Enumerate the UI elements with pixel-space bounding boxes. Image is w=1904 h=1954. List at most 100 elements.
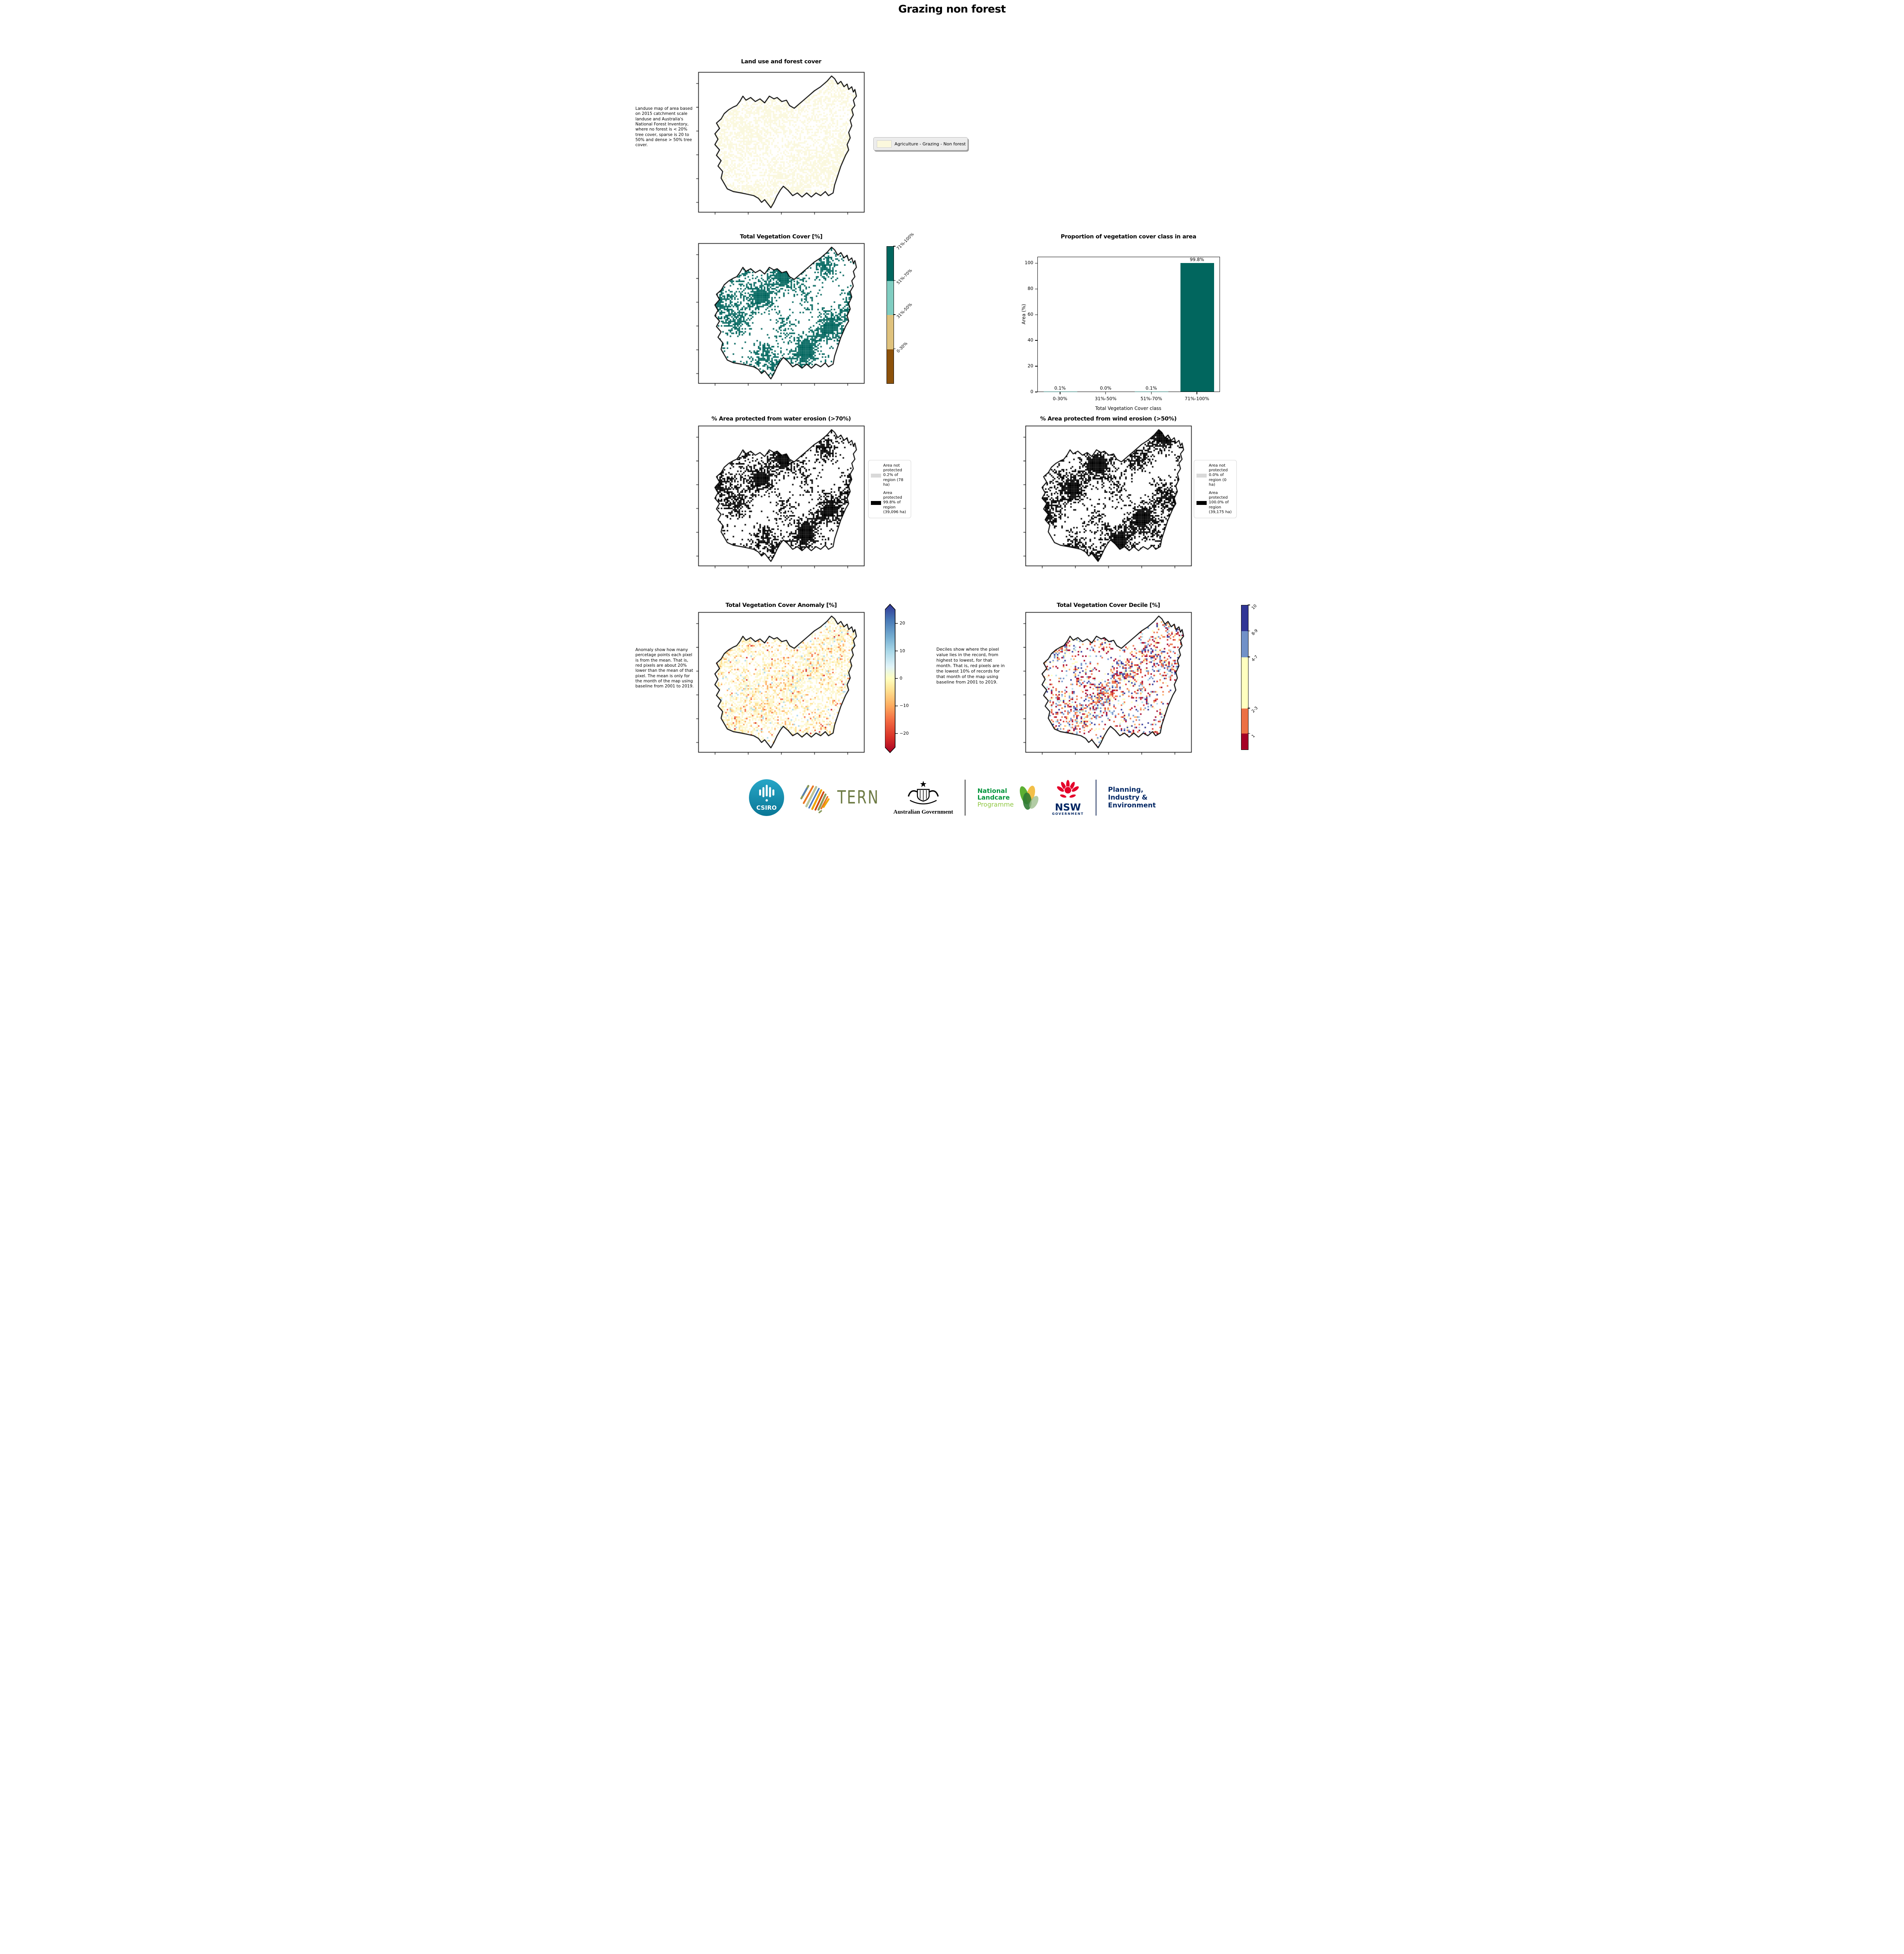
landuse-legend: Agriculture - Grazing - Non forest (873, 137, 968, 150)
colorbar-label: 0-30% (896, 341, 908, 354)
report-page: Grazing non forest Land use and forest c… (634, 0, 1270, 836)
landuse-map (695, 72, 865, 216)
x-axis-tick-label: 51%-70% (1140, 396, 1162, 401)
colorbar-segment (887, 315, 894, 349)
tern-logo: TERN (797, 780, 881, 815)
bar-71%-100% (1180, 263, 1214, 392)
decile-map (1022, 612, 1193, 756)
colorbar-segment (1241, 657, 1248, 709)
colorbar-segment (887, 281, 894, 315)
bar-value-label: 99.8% (1189, 257, 1204, 263)
colorbar-label: 51%-70% (896, 268, 913, 285)
landcare-logo: National Landcare Programme (977, 784, 1040, 812)
protected-swatch (871, 501, 881, 505)
nsw-government-label: GOVERNMENT (1052, 812, 1084, 816)
colorbar-tick-label: 20 (899, 621, 905, 626)
colorbar-tick-label: −20 (899, 730, 909, 736)
anomaly-panel-title: Total Vegetation Cover Anomaly [%] (725, 602, 837, 608)
ausgov-logo: Australian Government (894, 780, 953, 816)
not-protected-label: Area not protected 0.2% of region (78 ha… (883, 463, 903, 487)
vegcover-panel-title: Total Vegetation Cover [%] (740, 234, 823, 240)
dept-line-1: Planning, (1108, 786, 1144, 794)
colorbar-segment (887, 349, 894, 383)
x-axis-tick-label: 71%-100% (1184, 396, 1209, 401)
not-protected-swatch (1196, 474, 1207, 478)
landuse-legend-label: Agriculture - Grazing - Non forest (894, 141, 966, 147)
colorbar-label: 71%-100% (896, 232, 915, 251)
protected-label: Area protected 100.0% of region (39,175 … (1209, 490, 1232, 514)
y-axis-tick-label: 20 (1027, 363, 1033, 369)
y-axis-tick-label: 80 (1027, 286, 1033, 292)
ausgov-crest-icon (908, 780, 939, 804)
legend-item: Area protected 100.0% of region (39,175 … (1196, 491, 1234, 515)
anomaly-description: Anomaly show how many percetage points e… (635, 648, 694, 689)
colorbar-label: 1 (1250, 734, 1256, 739)
colorbar-tick (1247, 630, 1250, 632)
colorbar-tick (893, 280, 896, 281)
dept-line-2: Industry & (1108, 793, 1148, 802)
vegcover-map (695, 243, 865, 387)
colorbar-tick (1247, 733, 1250, 734)
legend-item: Area not protected 0.0% of region (0 ha) (1196, 463, 1234, 487)
y-axis-tick-label: 40 (1027, 337, 1033, 343)
landuse-legend-swatch (876, 140, 892, 148)
protected-label: Area protected 99.8% of region (39,096 h… (883, 490, 906, 514)
landcare-line-2: Landcare (977, 794, 1010, 802)
y-axis-tick-label: 60 (1027, 311, 1033, 317)
colorbar-label: 10 (1250, 603, 1258, 611)
colorbar-tick (893, 314, 896, 315)
colorbar-label: 8-9 (1250, 628, 1259, 637)
landuse-panel-title: Land use and forest cover (741, 59, 822, 65)
colorbar-segment (1241, 734, 1248, 750)
anomaly-map (695, 612, 865, 756)
tern-label: TERN (837, 787, 879, 808)
water-erosion-map (695, 425, 865, 570)
bar-value-label: 0.0% (1100, 385, 1112, 391)
colorbar-segment (1241, 605, 1248, 632)
x-axis-tick-label: 0-30% (1053, 396, 1068, 401)
anomaly-colorbar (885, 604, 898, 753)
water-panel-title: % Area protected from water erosion (>70… (711, 416, 851, 422)
colorbar-tick (1247, 708, 1250, 709)
decile-colorbar (1241, 605, 1248, 750)
y-axis-tick-label: 0 (1030, 389, 1033, 394)
landcare-line-3: Programme (977, 800, 1014, 808)
colorbar-segment (1241, 631, 1248, 657)
page-title: Grazing non forest (898, 3, 1006, 15)
wind-panel-title: % Area protected from wind erosion (>50%… (1040, 416, 1177, 422)
csiro-logo: CSIRO (748, 778, 785, 817)
x-axis-tick-label: 31%-50% (1094, 396, 1117, 401)
dept-line-3: Environment (1108, 802, 1156, 810)
landcare-line-1: National (977, 787, 1007, 795)
proportion-chart-title: Proportion of vegetation cover class in … (1060, 234, 1196, 240)
colorbar-label: 4-7 (1250, 654, 1259, 663)
x-axis-tick (1151, 392, 1152, 394)
colorbar-tick-label: −10 (899, 703, 909, 709)
not-protected-swatch (871, 474, 881, 478)
colorbar-segment (887, 247, 894, 281)
waratah-icon (1056, 780, 1080, 798)
bar-value-label: 0.1% (1054, 385, 1066, 391)
nsw-label: NSW (1055, 802, 1081, 813)
colorbar-tick (893, 246, 896, 247)
vegcover-colorbar (886, 246, 894, 384)
x-axis-tick (1105, 392, 1106, 394)
colorbar-tick-label: 0 (899, 676, 903, 681)
colorbar-tick-label: 10 (899, 648, 905, 653)
legend-item: Area protected 99.8% of region (39,096 h… (871, 491, 908, 515)
decile-panel-title: Total Vegetation Cover Decile [%] (1057, 602, 1160, 608)
dept-logo: Planning, Industry & Environment (1108, 786, 1156, 809)
x-axis-tick (1196, 392, 1197, 394)
y-axis-tick-label: 100 (1025, 260, 1033, 266)
landuse-description: Landuse map of area based on 2015 catchm… (635, 106, 693, 148)
proportion-chart-ylabel: Area (%) (1021, 304, 1026, 324)
nsw-logo: NSW GOVERNMENT (1052, 780, 1084, 816)
water-erosion-legend: Area not protected 0.2% of region (78 ha… (868, 460, 911, 518)
csiro-ellipse-icon: CSIRO (749, 779, 785, 816)
colorbar-label: 2-3 (1250, 705, 1259, 714)
legend-item: Area not protected 0.2% of region (78 ha… (871, 463, 908, 487)
csiro-label: CSIRO (756, 804, 777, 811)
colorbar-segment (1241, 708, 1248, 734)
tern-australia-icon (800, 785, 830, 813)
landcare-leaves-icon (1020, 786, 1039, 810)
